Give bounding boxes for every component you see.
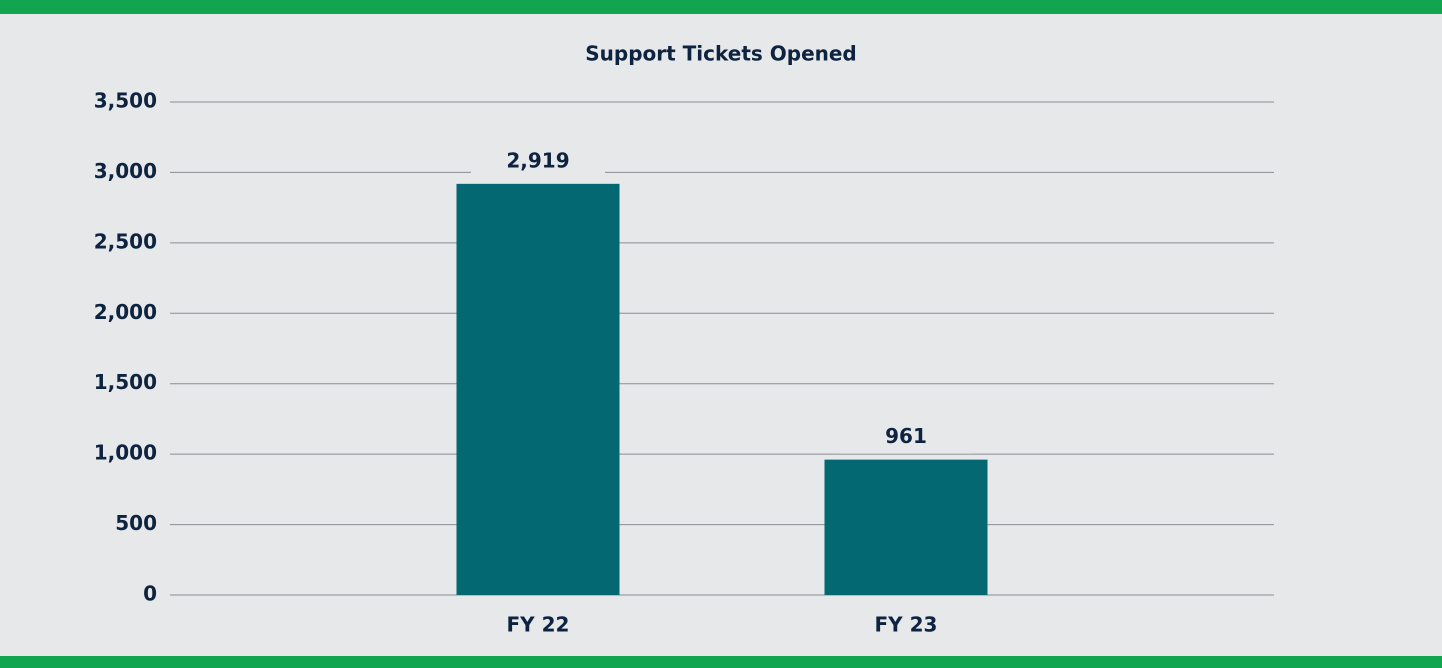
x-tick-label: FY 22 <box>507 613 570 637</box>
y-tick-label: 3,000 <box>94 159 157 183</box>
y-tick-label: 1,000 <box>94 441 157 465</box>
y-tick-label: 1,500 <box>94 370 157 394</box>
y-tick-label: 0 <box>143 582 157 606</box>
chart-title: Support Tickets Opened <box>585 42 857 66</box>
label-background <box>471 145 605 178</box>
y-tick-label: 2,000 <box>94 300 157 324</box>
label-background <box>839 421 973 454</box>
data-label: 961 <box>885 424 927 448</box>
y-tick-label: 3,500 <box>94 89 157 113</box>
top-band <box>0 0 1442 14</box>
x-tick-label: FY 23 <box>875 613 938 637</box>
data-label: 2,919 <box>506 148 569 172</box>
bar <box>824 459 988 595</box>
y-tick-label: 2,500 <box>94 229 157 253</box>
bar <box>456 183 620 595</box>
y-tick-label: 500 <box>115 511 157 535</box>
bottom-band <box>0 656 1442 668</box>
